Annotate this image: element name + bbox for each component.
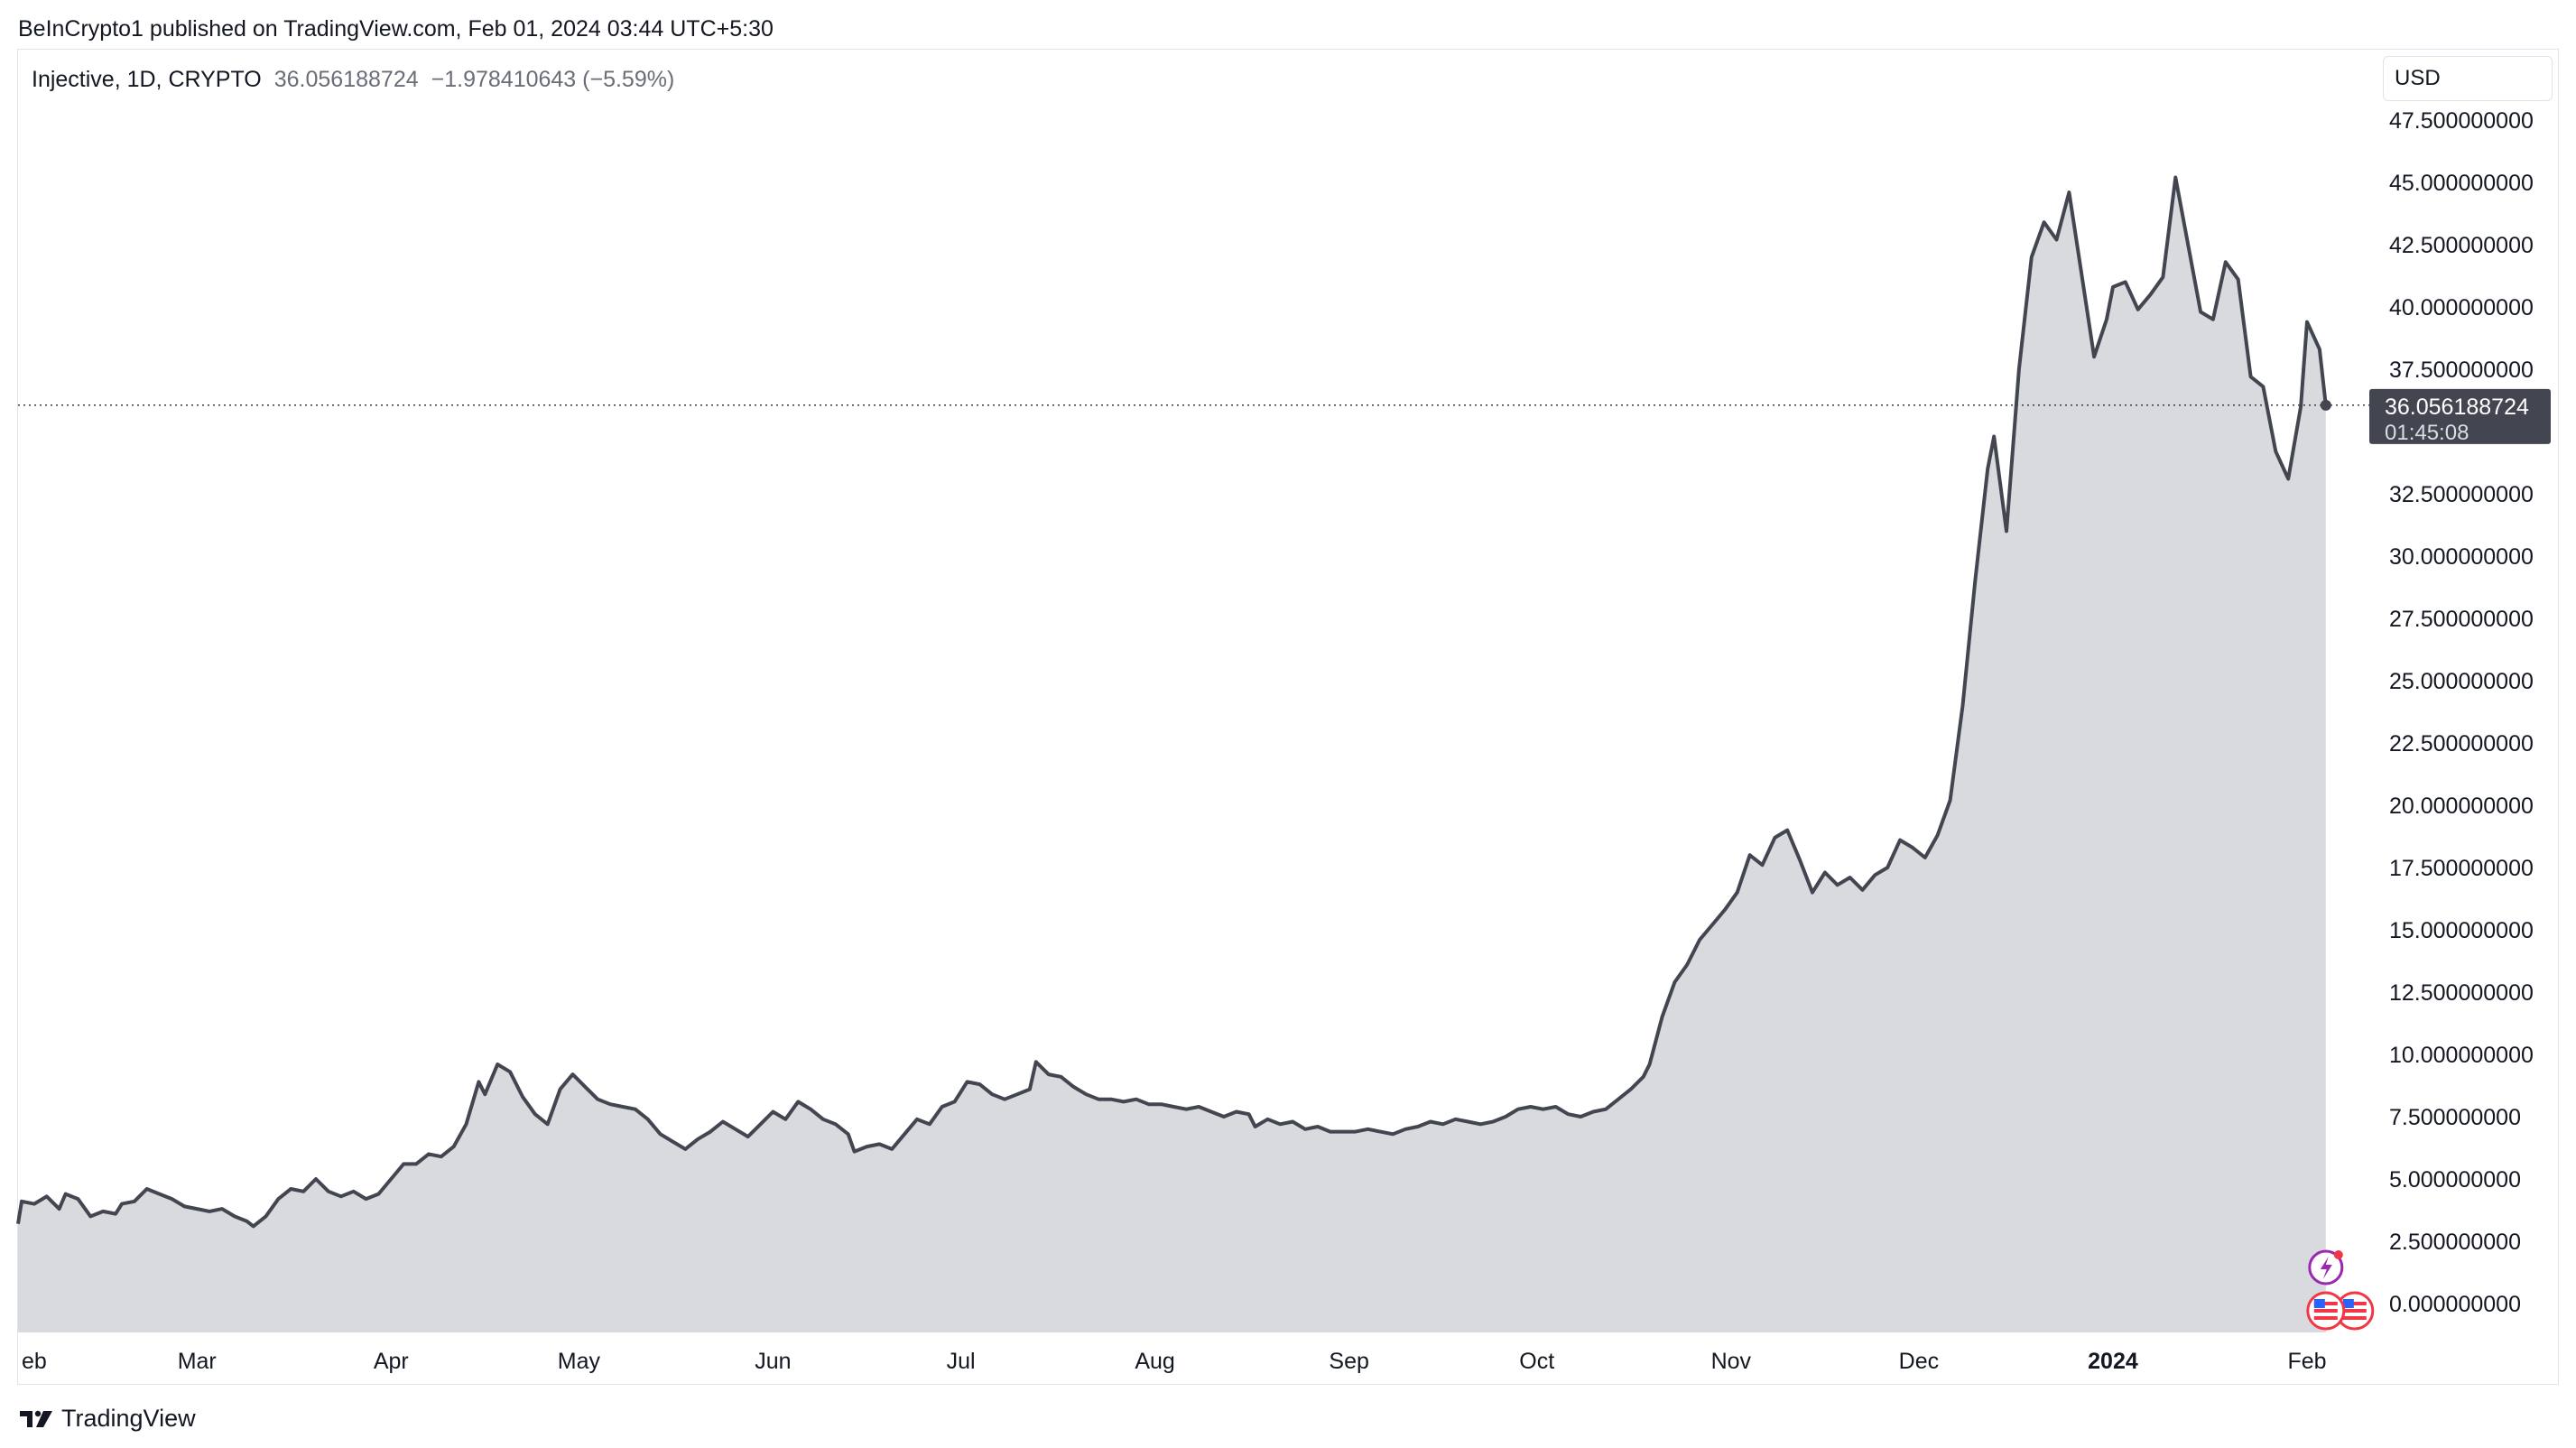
x-tick-label: Mar	[178, 1349, 217, 1374]
y-tick-label: 2.500000000	[2389, 1230, 2521, 1255]
y-tick-label: 17.500000000	[2389, 856, 2534, 881]
symbol-legend: Injective, 1D, CRYPTO 36.056188724 −1.9784…	[32, 67, 674, 93]
y-tick-label: 0.000000000	[2389, 1292, 2521, 1317]
y-tick-label: 27.500000000	[2389, 607, 2534, 632]
y-tick-label: 47.500000000	[2389, 108, 2534, 134]
events-lightning-icon[interactable]	[2308, 1249, 2344, 1286]
x-tick-label: Feb	[2287, 1349, 2326, 1374]
tradingview-brand: TradingView	[61, 1405, 196, 1432]
y-tick-label: 40.000000000	[2389, 295, 2534, 320]
tradingview-logo-icon	[20, 1410, 52, 1427]
price-area-fill	[18, 177, 2326, 1332]
x-tick-label: Aug	[1135, 1349, 1174, 1374]
y-tick-label: 42.500000000	[2389, 233, 2534, 258]
chart-frame	[17, 49, 2559, 1385]
x-tick-label: Jul	[947, 1349, 976, 1374]
y-tick-label: 45.000000000	[2389, 171, 2534, 196]
y-tick-label: 32.500000000	[2389, 482, 2534, 507]
us-event-flag-icon[interactable]	[2335, 1291, 2375, 1331]
y-tick-label: 10.000000000	[2389, 1043, 2534, 1068]
y-tick-label: 15.000000000	[2389, 918, 2534, 943]
y-tick-label: 7.500000000	[2389, 1105, 2521, 1130]
x-tick-label: Apr	[374, 1349, 409, 1374]
y-tick-label: 25.000000000	[2389, 669, 2534, 694]
last-price: 36.056188724	[273, 67, 419, 92]
x-tick-label: Dec	[1899, 1349, 1939, 1374]
y-tick-label: 30.000000000	[2389, 544, 2534, 570]
price-label-countdown: 01:45:08	[2385, 421, 2469, 445]
y-tick-label: 20.000000000	[2389, 794, 2534, 819]
price-change: −1.978410643 (−5.59%)	[431, 67, 675, 92]
us-event-flag-icon[interactable]	[2306, 1291, 2346, 1331]
last-price-dot	[2320, 399, 2331, 411]
x-tick-label: eb	[22, 1349, 47, 1374]
x-tick-label: Jun	[755, 1349, 791, 1374]
x-tick-label: Oct	[1519, 1349, 1554, 1374]
price-label-value: 36.056188724	[2385, 394, 2529, 420]
price-label-box	[2369, 388, 2551, 444]
y-tick-label: 22.500000000	[2389, 731, 2534, 756]
published-caption: BeInCrypto1 published on TradingView.com…	[18, 16, 774, 42]
y-tick-label: 12.500000000	[2389, 980, 2534, 1006]
x-tick-label: 2024	[2088, 1349, 2138, 1374]
y-tick-label: 5.000000000	[2389, 1167, 2521, 1193]
x-tick-label: Nov	[1711, 1349, 1752, 1374]
x-tick-label: Sep	[1329, 1349, 1368, 1374]
y-tick-label: 37.500000000	[2389, 357, 2534, 383]
symbol-name: Injective, 1D, CRYPTO	[32, 67, 262, 92]
price-line	[16, 175, 2328, 1229]
currency-button[interactable]: USD	[2383, 56, 2553, 101]
x-tick-label: May	[558, 1349, 601, 1374]
tradingview-footer: TradingView	[18, 1405, 196, 1433]
